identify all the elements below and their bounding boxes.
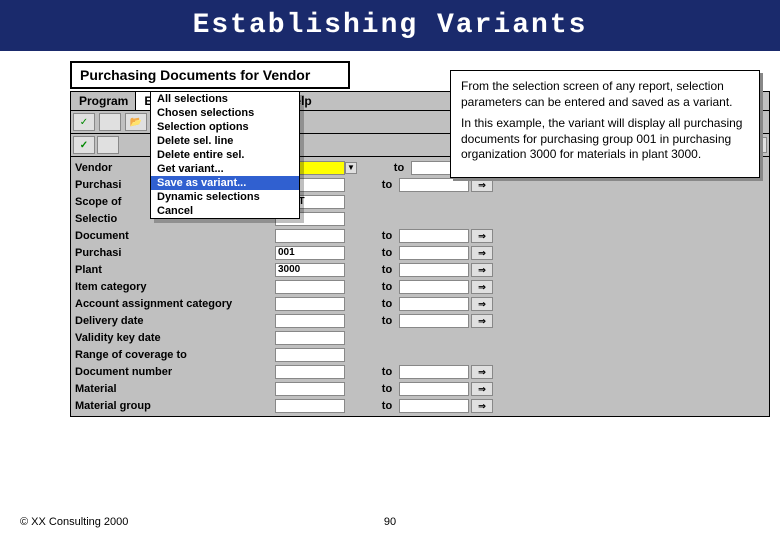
input-doc-type[interactable] [275,229,345,243]
check-icon[interactable]: ✓ [73,113,95,131]
input-range[interactable] [275,348,345,362]
label-delivery: Delivery date [75,315,275,327]
label-purch-grp: Purchasi [75,247,275,259]
page-number: 90 [384,516,396,528]
menu-item-delete-sel-line[interactable]: Delete sel. line [151,134,299,148]
to-label: to [375,179,399,191]
toolbar2-button[interactable] [97,136,119,154]
multi-select-icon[interactable]: ⇒ [471,178,493,192]
label-matgrp: Material group [75,400,275,412]
menu-item-all-selections[interactable]: All selections [151,92,299,106]
input-material[interactable] [275,382,345,396]
toolbar-button[interactable] [99,113,121,131]
input-delivery-to[interactable] [399,314,469,328]
label-range: Range of coverage to [75,349,275,361]
menu-program[interactable]: Program [71,92,136,110]
input-purch-grp-to[interactable] [399,246,469,260]
explainer-note: From the selection screen of any report,… [450,70,760,178]
multi-select-icon[interactable]: ⇒ [471,399,493,413]
to-label: to [375,400,399,412]
window-title: Purchasing Documents for Vendor [70,61,350,89]
copyright-footer: © XX Consulting 2000 [20,516,128,528]
menu-item-selection-options[interactable]: Selection options [151,120,299,134]
to-label: to [375,281,399,293]
multi-select-icon[interactable]: ⇒ [471,314,493,328]
label-plant: Plant [75,264,275,276]
note-paragraph-1: From the selection screen of any report,… [461,79,749,110]
to-label: to [375,298,399,310]
to-label: to [375,264,399,276]
menu-item-save-as-variant-[interactable]: Save as variant... [151,176,299,190]
menu-item-get-variant-[interactable]: Get variant... [151,162,299,176]
menu-item-cancel[interactable]: Cancel [151,204,299,218]
label-material: Material [75,383,275,395]
menu-item-chosen-selections[interactable]: Chosen selections [151,106,299,120]
to-label: to [375,366,399,378]
label-doc-type: Document [75,230,275,242]
input-matgrp[interactable] [275,399,345,413]
multi-select-icon[interactable]: ⇒ [471,297,493,311]
input-docnum-to[interactable] [399,365,469,379]
input-validity[interactable] [275,331,345,345]
input-matgrp-to[interactable] [399,399,469,413]
input-plant[interactable]: 3000 [275,263,345,277]
multi-select-icon[interactable]: ⇒ [471,229,493,243]
menu-item-dynamic-selections[interactable]: Dynamic selections [151,190,299,204]
input-material-to[interactable] [399,382,469,396]
to-label: to [375,247,399,259]
input-delivery[interactable] [275,314,345,328]
slide-title: Establishing Variants [0,0,780,51]
to-label: to [375,230,399,242]
input-plant-to[interactable] [399,263,469,277]
input-acct[interactable] [275,297,345,311]
input-doc-type-to[interactable] [399,229,469,243]
multi-select-icon[interactable]: ⇒ [471,280,493,294]
label-docnum: Document number [75,366,275,378]
input-item-cat-to[interactable] [399,280,469,294]
label-validity: Validity key date [75,332,275,344]
note-paragraph-2: In this example, the variant will displa… [461,116,749,163]
input-purch-grp[interactable]: 001 [275,246,345,260]
input-item-cat[interactable] [275,280,345,294]
input-docnum[interactable] [275,365,345,379]
label-item-cat: Item category [75,281,275,293]
to-label: to [387,162,411,174]
open-icon[interactable]: 📂 [125,113,147,131]
dropdown-icon[interactable]: ▼ [345,162,357,174]
multi-select-icon[interactable]: ⇒ [471,263,493,277]
label-acct: Account assignment category [75,298,275,310]
menu-item-delete-entire-sel-[interactable]: Delete entire sel. [151,148,299,162]
input-purch-org-to[interactable] [399,178,469,192]
edit-dropdown-menu: All selectionsChosen selectionsSelection… [150,91,300,219]
multi-select-icon[interactable]: ⇒ [471,382,493,396]
multi-select-icon[interactable]: ⇒ [471,246,493,260]
to-label: to [375,383,399,395]
to-label: to [375,315,399,327]
multi-select-icon[interactable]: ⇒ [471,365,493,379]
input-acct-to[interactable] [399,297,469,311]
check2-icon[interactable]: ✓ [73,136,95,154]
